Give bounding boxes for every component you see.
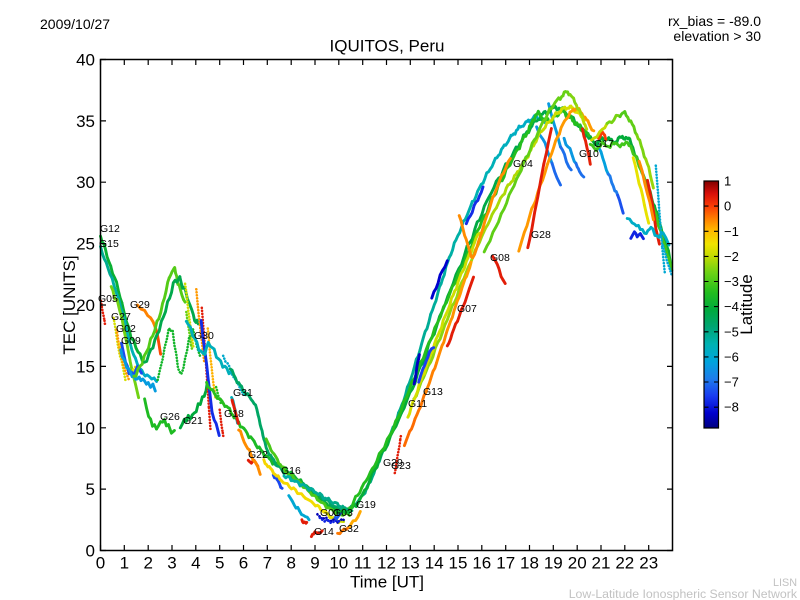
svg-text:7: 7 (263, 554, 272, 573)
svg-text:2: 2 (143, 554, 152, 573)
svg-text:G14: G14 (314, 526, 334, 538)
svg-text:25: 25 (76, 235, 95, 254)
svg-text:G29: G29 (130, 299, 150, 311)
svg-text:G03: G03 (333, 507, 353, 519)
svg-text:1: 1 (724, 174, 731, 189)
svg-text:G30: G30 (194, 330, 214, 342)
svg-text:G18: G18 (224, 408, 244, 420)
svg-text:21: 21 (592, 554, 611, 573)
svg-text:35: 35 (76, 112, 95, 131)
svg-text:19: 19 (544, 554, 563, 573)
svg-text:17: 17 (496, 554, 515, 573)
svg-text:18: 18 (520, 554, 539, 573)
svg-text:G19: G19 (356, 499, 376, 511)
svg-text:−5: −5 (724, 324, 739, 339)
svg-text:TEC [UNITS]: TEC [UNITS] (60, 255, 79, 354)
svg-text:G08: G08 (490, 252, 510, 264)
svg-text:4: 4 (191, 554, 200, 573)
svg-text:−8: −8 (724, 400, 739, 415)
svg-text:G13: G13 (423, 386, 443, 398)
svg-text:G28: G28 (531, 229, 551, 241)
svg-text:Low-Latitude Ionospheric Senso: Low-Latitude Ionospheric Sensor Network (569, 587, 798, 600)
svg-text:14: 14 (425, 554, 444, 573)
svg-text:elevation > 30: elevation > 30 (673, 28, 761, 44)
svg-text:20: 20 (568, 554, 587, 573)
svg-text:40: 40 (76, 51, 95, 70)
svg-text:20: 20 (76, 296, 95, 315)
svg-text:23: 23 (639, 554, 658, 573)
svg-text:3: 3 (167, 554, 176, 573)
svg-text:10: 10 (329, 554, 348, 573)
svg-text:−2: −2 (724, 249, 739, 264)
svg-text:−6: −6 (724, 349, 739, 364)
svg-text:G17: G17 (594, 138, 614, 150)
svg-text:15: 15 (449, 554, 468, 573)
svg-text:Latitude: Latitude (737, 274, 756, 335)
svg-text:G16: G16 (281, 465, 301, 477)
svg-text:2009/10/27: 2009/10/27 (40, 16, 110, 32)
svg-text:G09: G09 (121, 335, 141, 347)
svg-text:1: 1 (120, 554, 129, 573)
svg-text:G07: G07 (457, 303, 477, 315)
svg-text:8: 8 (286, 554, 295, 573)
svg-text:13: 13 (401, 554, 420, 573)
svg-text:30: 30 (76, 173, 95, 192)
svg-text:12: 12 (377, 554, 396, 573)
svg-text:G10: G10 (579, 148, 599, 160)
svg-text:9: 9 (310, 554, 319, 573)
svg-text:G31: G31 (233, 387, 253, 399)
svg-text:G12: G12 (100, 223, 120, 235)
svg-text:Time [UT]: Time [UT] (350, 573, 424, 592)
svg-text:6: 6 (239, 554, 248, 573)
svg-text:22: 22 (615, 554, 634, 573)
svg-text:16: 16 (472, 554, 491, 573)
svg-text:0: 0 (96, 554, 105, 573)
svg-text:−4: −4 (724, 299, 739, 314)
svg-text:G27: G27 (111, 311, 131, 323)
svg-text:0: 0 (724, 199, 731, 214)
svg-text:5: 5 (86, 480, 95, 499)
svg-text:G11: G11 (408, 398, 427, 410)
svg-text:G26: G26 (160, 411, 180, 423)
svg-text:G21: G21 (183, 415, 203, 427)
svg-text:10: 10 (76, 419, 95, 438)
svg-text:5: 5 (215, 554, 224, 573)
svg-text:0: 0 (86, 542, 95, 561)
svg-text:G02: G02 (116, 323, 136, 335)
svg-text:−7: −7 (724, 375, 739, 390)
svg-text:G29: G29 (383, 457, 403, 469)
svg-text:G23: G23 (391, 460, 411, 472)
svg-text:G15: G15 (99, 238, 119, 250)
svg-text:G22: G22 (248, 449, 268, 461)
svg-text:−3: −3 (724, 274, 739, 289)
svg-text:11: 11 (354, 554, 372, 573)
svg-text:G04: G04 (513, 158, 533, 170)
svg-text:−1: −1 (724, 224, 739, 239)
svg-text:IQUITOS, Peru: IQUITOS, Peru (330, 37, 445, 56)
svg-text:LISN: LISN (773, 577, 797, 589)
svg-text:15: 15 (76, 357, 95, 376)
svg-text:G05: G05 (98, 293, 118, 305)
svg-text:G32: G32 (339, 523, 359, 535)
svg-text:rx_bias = -89.0: rx_bias = -89.0 (668, 13, 761, 29)
svg-text:G01: G01 (320, 507, 340, 519)
